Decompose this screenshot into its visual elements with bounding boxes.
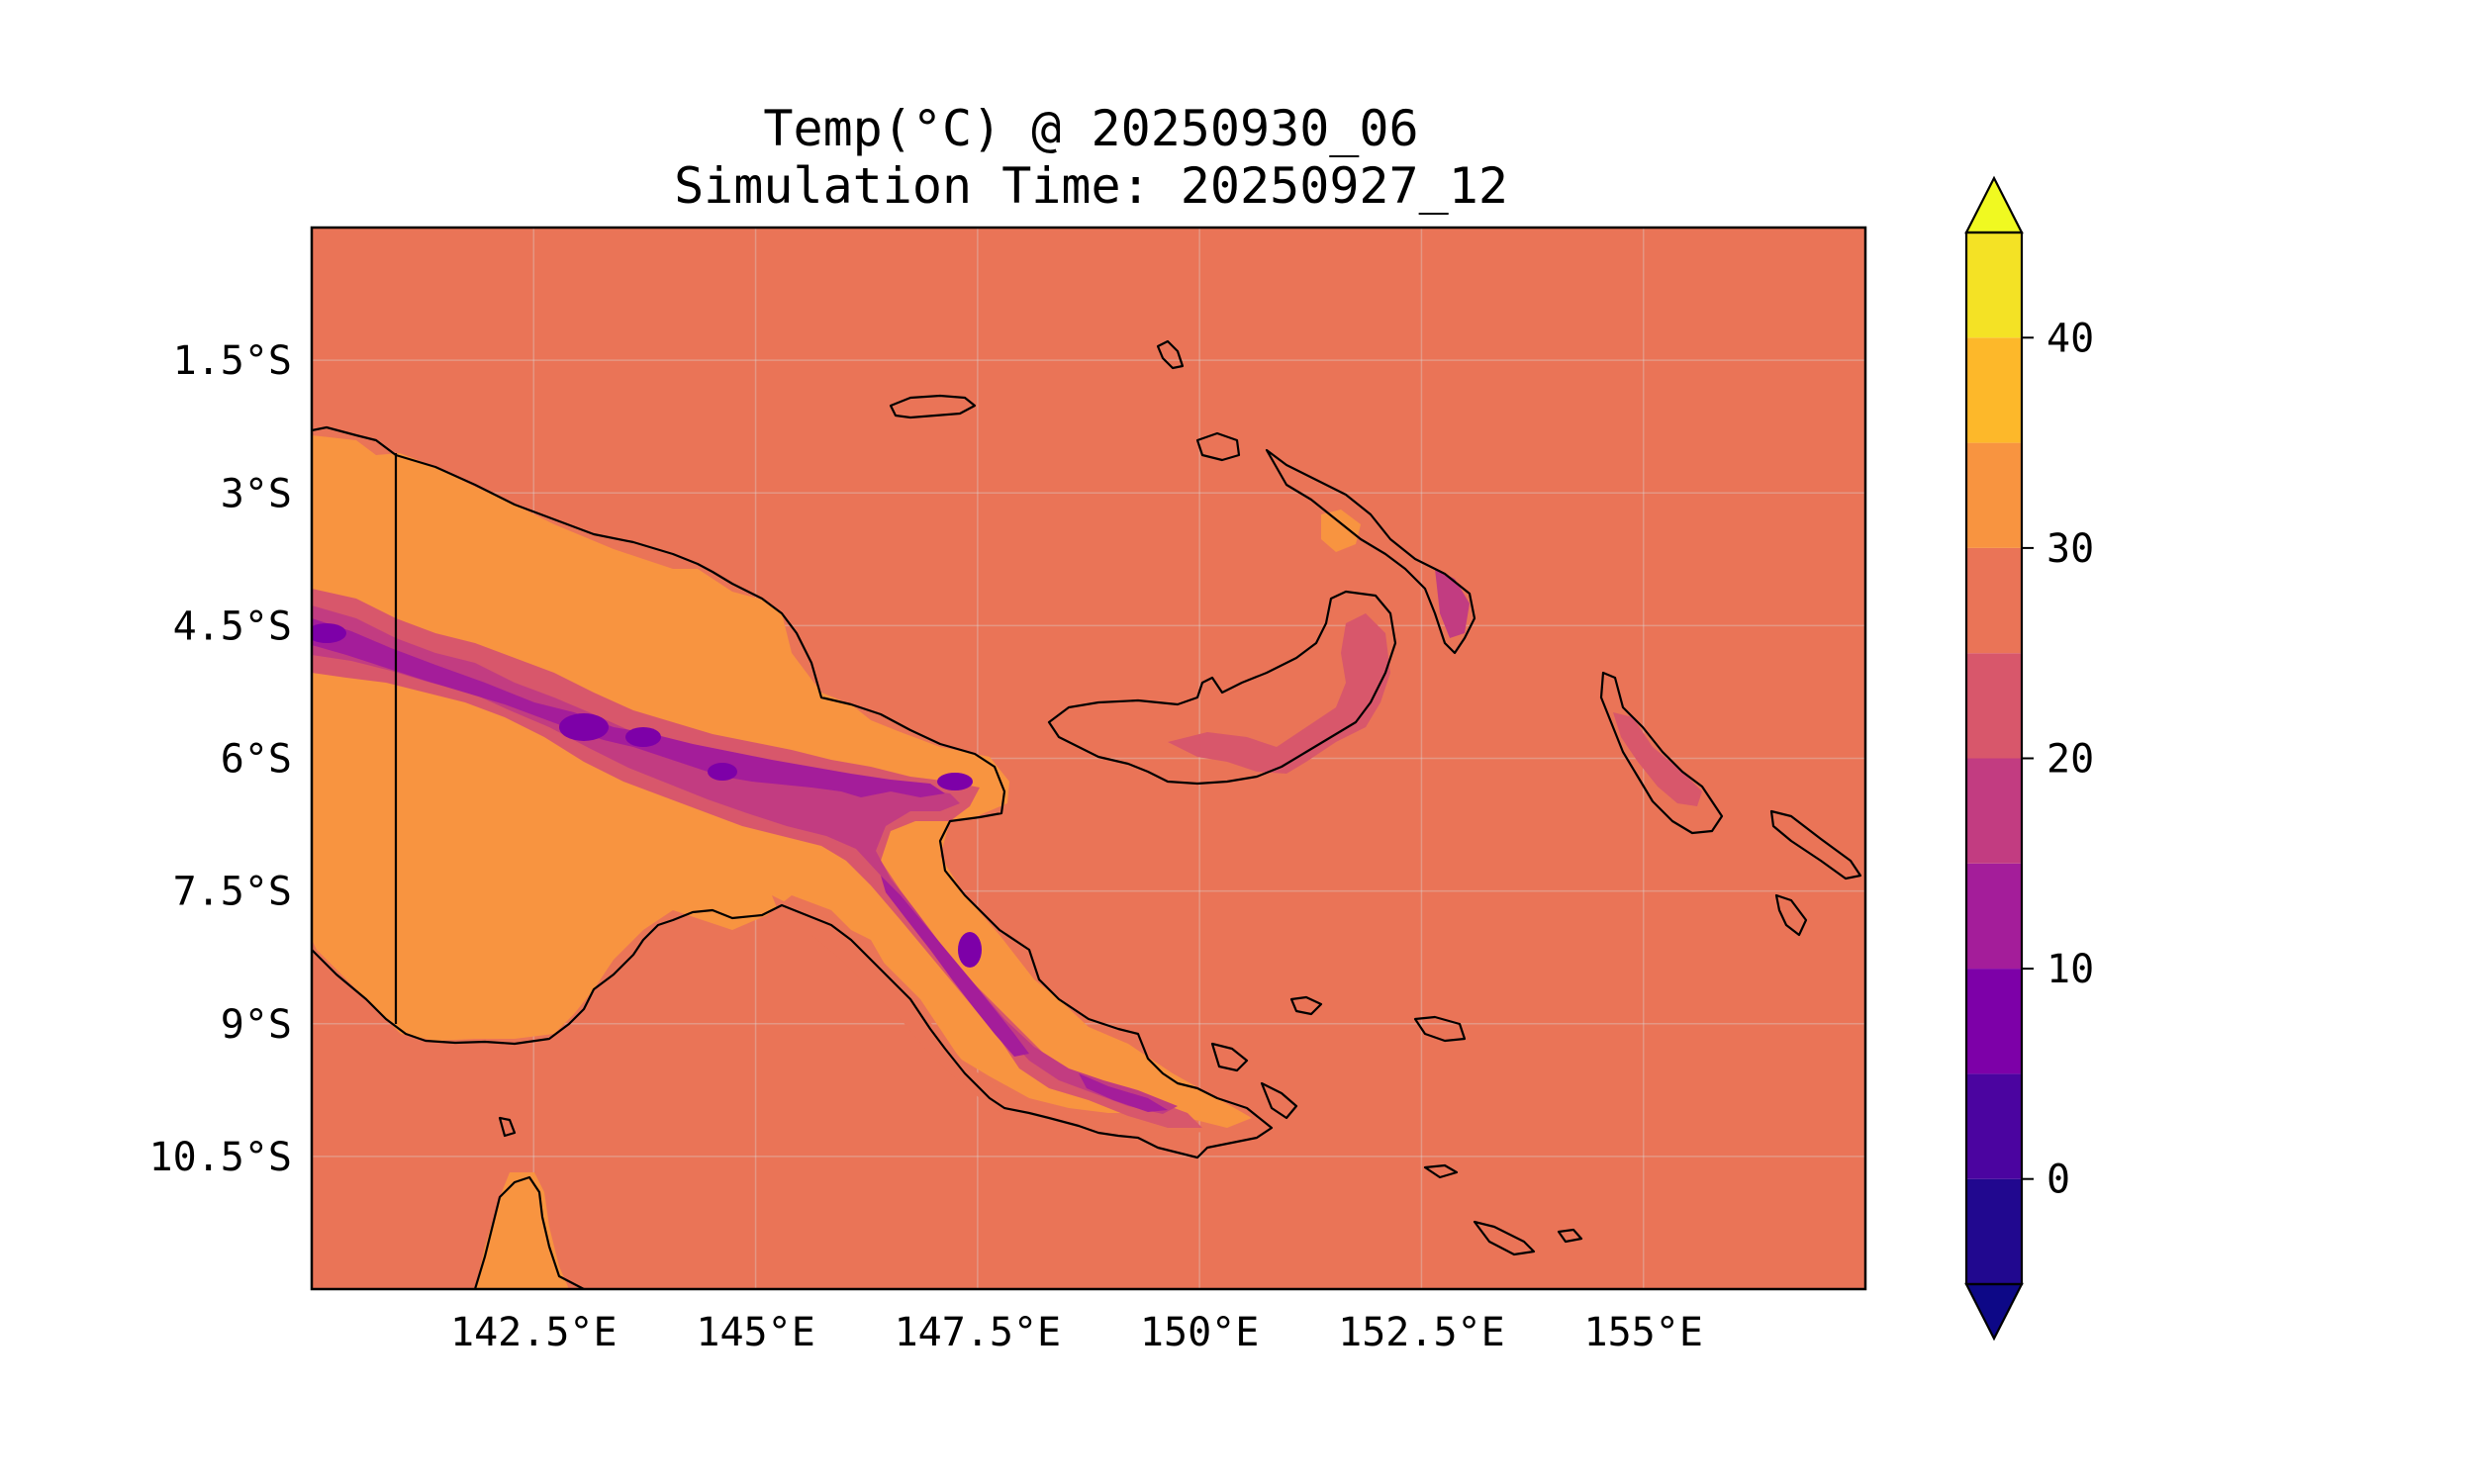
x-tick-label-2: 147.5°E [895, 1310, 1062, 1355]
y-tick-label-2: 4.5°S [173, 603, 292, 649]
colorbar: 0 10 20 30 40 [1964, 175, 2094, 1342]
colorbar-bin-8 [1966, 337, 2022, 443]
new-britain-warm-region [1321, 510, 1361, 552]
colorbar-bin-2 [1966, 969, 2022, 1074]
map-frame [310, 226, 1867, 1291]
x-tick-label-3: 150°E [1140, 1310, 1259, 1355]
colorbar-tick-label-1: 10 [2046, 947, 2094, 992]
x-tick-label-5: 155°E [1584, 1310, 1703, 1355]
map-plot-area [312, 228, 1865, 1289]
colorbar-bin-6 [1966, 547, 2022, 654]
new-guinea-coastline [312, 425, 1274, 1159]
colorbar-tick-label-3: 30 [2046, 526, 2094, 572]
y-tick-label-1: 3°S [221, 471, 292, 516]
cape-york-coastline [473, 1175, 585, 1289]
map-title-line-2: Simulation Time: 20250927_12 [674, 157, 1508, 215]
choiseul-coastline [1769, 809, 1862, 881]
manus-island-coastline [889, 394, 977, 419]
map-title-line-1: Temp(°C) @ 20250930_06 [763, 100, 1419, 157]
santa-isabel-coastline [1774, 893, 1808, 937]
woodlark-island-coastline [1413, 1015, 1467, 1043]
x-tick-label-1: 145°E [696, 1310, 814, 1355]
x-axis-tick-labels: 142.5°E 145°E 147.5°E 150°E 152.5°E 155°E [450, 1310, 1703, 1355]
colorbar-bin-1 [1966, 1073, 2022, 1179]
colorbar-bin-3 [1966, 863, 2022, 970]
louisiade-archipelago-coastline [1423, 1163, 1583, 1256]
colorbar-tick-label-2: 20 [2046, 737, 2094, 783]
y-tick-label-4: 7.5°S [173, 870, 292, 915]
bougainville-temperature-region [1613, 712, 1702, 806]
new-hanover-coastline [1195, 431, 1241, 462]
new-ireland-temperature-region [1435, 569, 1470, 638]
trobriand-islands-coastline [1289, 995, 1323, 1016]
y-tick-label-6: 10.5°S [149, 1135, 293, 1180]
y-axis-tick-labels: 1.5°S 3°S 4.5°S 6°S 7.5°S 9°S 10.5°S [149, 338, 293, 1180]
coastlines [312, 339, 1862, 1289]
mussau-island-coastline [1156, 339, 1185, 370]
y-tick-label-0: 1.5°S [173, 338, 292, 384]
dentrecasteaux-islands-coastline [1210, 1042, 1298, 1120]
colorbar-bin-0 [1966, 1178, 2022, 1284]
y-tick-label-3: 6°S [221, 737, 292, 783]
new-ireland-coastline [1265, 448, 1476, 655]
colorbar-bin-7 [1966, 442, 2022, 548]
colorbar-extend-max [1964, 175, 2024, 234]
x-tick-label-0: 142.5°E [450, 1310, 618, 1355]
bougainville-coastline [1599, 671, 1724, 835]
colorbar-bin-5 [1966, 653, 2022, 759]
x-tick-label-4: 152.5°E [1338, 1310, 1505, 1355]
colorbar-bin-9 [1966, 232, 2022, 338]
highland-peak-cells [312, 623, 982, 968]
new-britain-coastline [1047, 590, 1397, 786]
torres-strait-island-coastline [498, 1116, 517, 1138]
y-tick-label-5: 9°S [221, 1002, 292, 1048]
colorbar-bin-4 [1966, 758, 2022, 864]
colorbar-tick-label-0: 0 [2046, 1158, 2070, 1203]
highland-temperature-region-10-15 [312, 618, 1168, 1112]
colorbar-extend-min [1964, 1282, 2024, 1342]
colorbar-tick-label-4: 40 [2046, 316, 2094, 361]
